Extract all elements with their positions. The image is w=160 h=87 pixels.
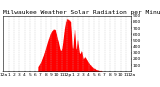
Text: Milwaukee Weather Solar Radiation per Minute W/m2 (Last 24 Hours): Milwaukee Weather Solar Radiation per Mi… <box>3 10 160 15</box>
